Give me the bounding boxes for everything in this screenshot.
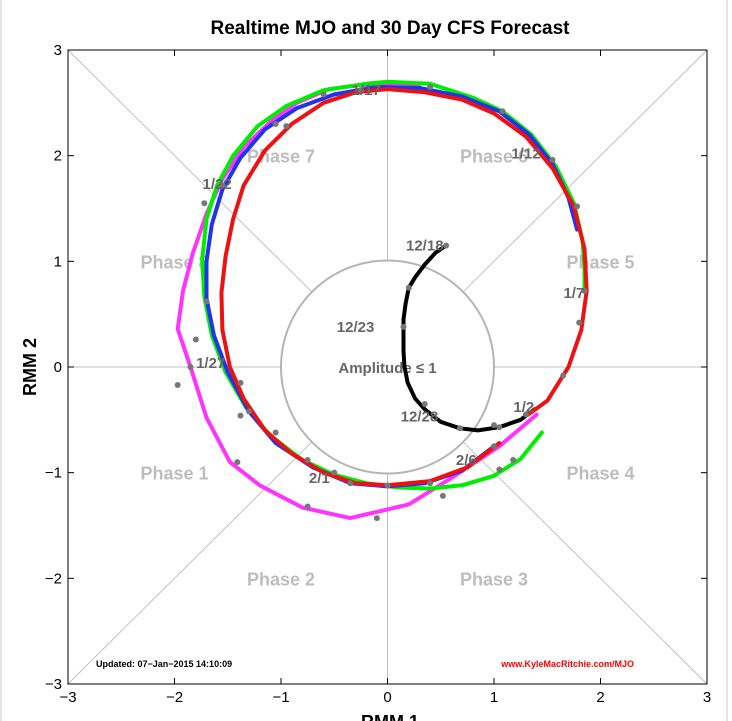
date-label: 1/22 <box>202 176 231 193</box>
x-tick-label: −1 <box>272 689 289 706</box>
y-tick-label: −1 <box>45 465 62 482</box>
date-label: 1/12 <box>511 146 540 163</box>
date-label: 12/23 <box>337 319 375 336</box>
x-tick-label: 0 <box>383 689 391 706</box>
x-tick-label: −2 <box>166 689 183 706</box>
data-point-marker <box>427 83 434 90</box>
data-point-marker <box>549 156 556 163</box>
data-point-marker <box>237 412 244 419</box>
x-tick-label: 1 <box>490 689 498 706</box>
phase-label: Phase 1 <box>140 464 208 484</box>
data-point-marker <box>201 200 208 207</box>
left-border <box>0 0 2 721</box>
data-point-marker <box>427 480 434 487</box>
amplitude-label: Amplitude ≤ 1 <box>338 360 436 377</box>
date-label: 1/2 <box>513 399 534 416</box>
data-point-marker <box>357 87 364 94</box>
date-label: 12/18 <box>406 237 444 254</box>
data-point-marker <box>560 372 567 379</box>
date-label: 1/17 <box>352 82 381 99</box>
phase-label: Phase 8 <box>140 252 208 272</box>
data-point-marker <box>499 108 506 115</box>
data-point-marker <box>491 443 497 450</box>
data-point-marker <box>219 182 226 189</box>
date-label: 2/6 <box>456 452 477 469</box>
x-tick-label: −3 <box>59 689 76 706</box>
data-point-marker <box>203 298 210 305</box>
x-tick-label: 2 <box>596 689 604 706</box>
y-tick-label: 1 <box>54 253 62 270</box>
data-point-marker <box>496 424 503 431</box>
y-tick-label: −3 <box>45 676 62 693</box>
series-line <box>219 87 589 488</box>
data-point-marker <box>234 459 241 466</box>
data-point-marker <box>174 381 181 388</box>
data-point-marker <box>304 456 311 463</box>
data-point-marker <box>574 203 581 210</box>
data-point-marker <box>331 469 338 476</box>
data-point-marker <box>522 411 529 418</box>
diagonal-line <box>462 441 708 685</box>
data-point-marker <box>187 364 194 370</box>
phase-label: Phase 5 <box>566 252 634 272</box>
y-tick-label: −2 <box>45 570 62 587</box>
y-axis-label: RMM 2 <box>20 338 40 396</box>
diagonal-line <box>67 441 313 685</box>
source-url: www.KyleMacRitchie.com/MJO <box>500 659 634 669</box>
data-point-marker <box>456 425 463 432</box>
data-point-marker <box>373 515 380 522</box>
data-point-marker <box>405 284 412 291</box>
y-tick-label: 2 <box>54 148 62 165</box>
data-point-marker <box>400 323 407 330</box>
y-tick-label: 0 <box>54 359 62 376</box>
right-border <box>726 0 728 721</box>
data-point-marker <box>272 120 279 127</box>
amplitude-circle <box>280 259 495 475</box>
data-point-marker <box>283 123 290 130</box>
date-label: 12/28 <box>401 409 439 426</box>
data-point-marker <box>347 480 354 487</box>
data-point-marker <box>304 503 311 510</box>
y-tick-label: 3 <box>54 42 62 59</box>
date-label: 1/7 <box>563 285 584 302</box>
data-point-marker <box>443 242 450 249</box>
data-point-marker <box>576 319 583 326</box>
data-point-marker <box>439 492 446 499</box>
x-tick-label: 3 <box>703 689 711 706</box>
phase-label: Phase 4 <box>566 464 634 484</box>
data-point-marker <box>510 456 517 463</box>
phase-label: Phase 3 <box>460 569 528 589</box>
data-point-marker <box>581 287 588 294</box>
x-axis-label: RMM 1 <box>361 712 419 721</box>
date-label: 1/27 <box>196 355 225 372</box>
updated-timestamp: Updated: 07−Jan−2015 14:10:09 <box>96 659 232 669</box>
data-point-marker <box>384 482 391 489</box>
data-point-marker <box>421 400 428 407</box>
data-point-marker <box>237 379 244 386</box>
data-point-marker <box>320 91 327 98</box>
chart-title: Realtime MJO and 30 Day CFS Forecast <box>210 18 570 39</box>
data-point-marker <box>192 336 199 343</box>
phase-label: Phase 6 <box>460 147 528 167</box>
phase-label: Phase 2 <box>247 569 315 589</box>
date-label: 2/1 <box>309 470 330 487</box>
data-point-marker <box>491 422 497 429</box>
data-point-marker <box>246 408 253 415</box>
diagonal-line <box>67 49 313 293</box>
series-line <box>401 243 537 433</box>
data-point-marker <box>272 429 279 436</box>
diagonal-line <box>462 49 708 293</box>
data-point-marker <box>496 466 503 473</box>
